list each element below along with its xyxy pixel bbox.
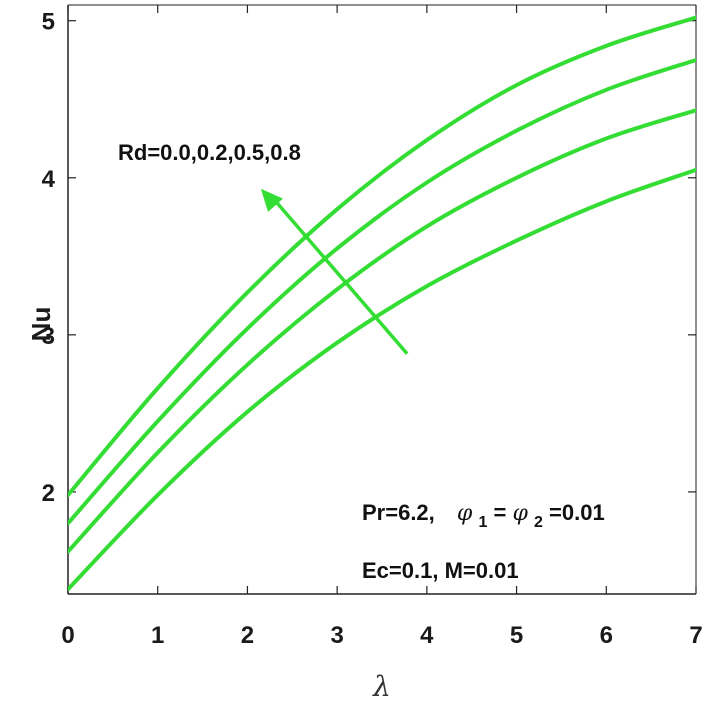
series-line-3: [68, 15, 696, 498]
y-tick-label: 3: [42, 323, 55, 350]
series-line-2: [68, 57, 696, 526]
series-lines: [68, 15, 696, 592]
param-ec-m: Ec=0.1, M=0.01: [362, 558, 519, 583]
x-tick-label: 7: [689, 622, 702, 649]
x-axis-label: λ: [372, 670, 391, 703]
arrow-head: [260, 188, 283, 212]
y-tick-labels: 2 3 4 5: [42, 9, 56, 507]
x-tick-label: 1: [151, 622, 164, 649]
x-tick-label: 0: [61, 622, 74, 649]
x-tick-label: 5: [510, 622, 523, 649]
y-tick-label: 5: [42, 9, 55, 36]
x-tick-labels: 0 1 2 3 4 5 6 7: [61, 622, 702, 649]
y-tick-label: 2: [42, 480, 55, 507]
x-tick-label: 2: [241, 622, 254, 649]
series-line-1: [68, 108, 696, 554]
param-phi-value: =0.01: [549, 500, 605, 525]
svg-text:Pr=6.2, φ 1: Pr=6.2, φ 1 = φ 2 =0.01: [362, 500, 605, 532]
x-tick-label: 3: [330, 622, 343, 649]
y-axis-label: Nu: [26, 307, 56, 342]
param-phi1-sub: 1: [478, 514, 487, 531]
param-pr: Pr=6.2,: [362, 500, 435, 525]
param-eq: =: [493, 500, 506, 525]
param-phi1: φ: [457, 501, 473, 526]
y-tick-label: 4: [42, 166, 56, 193]
parameter-annotation: Pr=6.2, φ 1 = φ 2 =0.01 Ec=0.1, M=0.01: [362, 500, 605, 583]
param-phi2: φ: [512, 501, 528, 526]
rd-arrow: [260, 188, 409, 355]
x-tick-label: 4: [420, 622, 434, 649]
arrow-shaft: [269, 194, 409, 355]
param-phi2-sub: 2: [534, 514, 543, 531]
series-line-0: [68, 167, 696, 592]
x-tick-label: 6: [600, 622, 613, 649]
rd-annotation: Rd=0.0,0.2,0.5,0.8: [118, 140, 301, 165]
tick-marks: [67, 5, 697, 594]
